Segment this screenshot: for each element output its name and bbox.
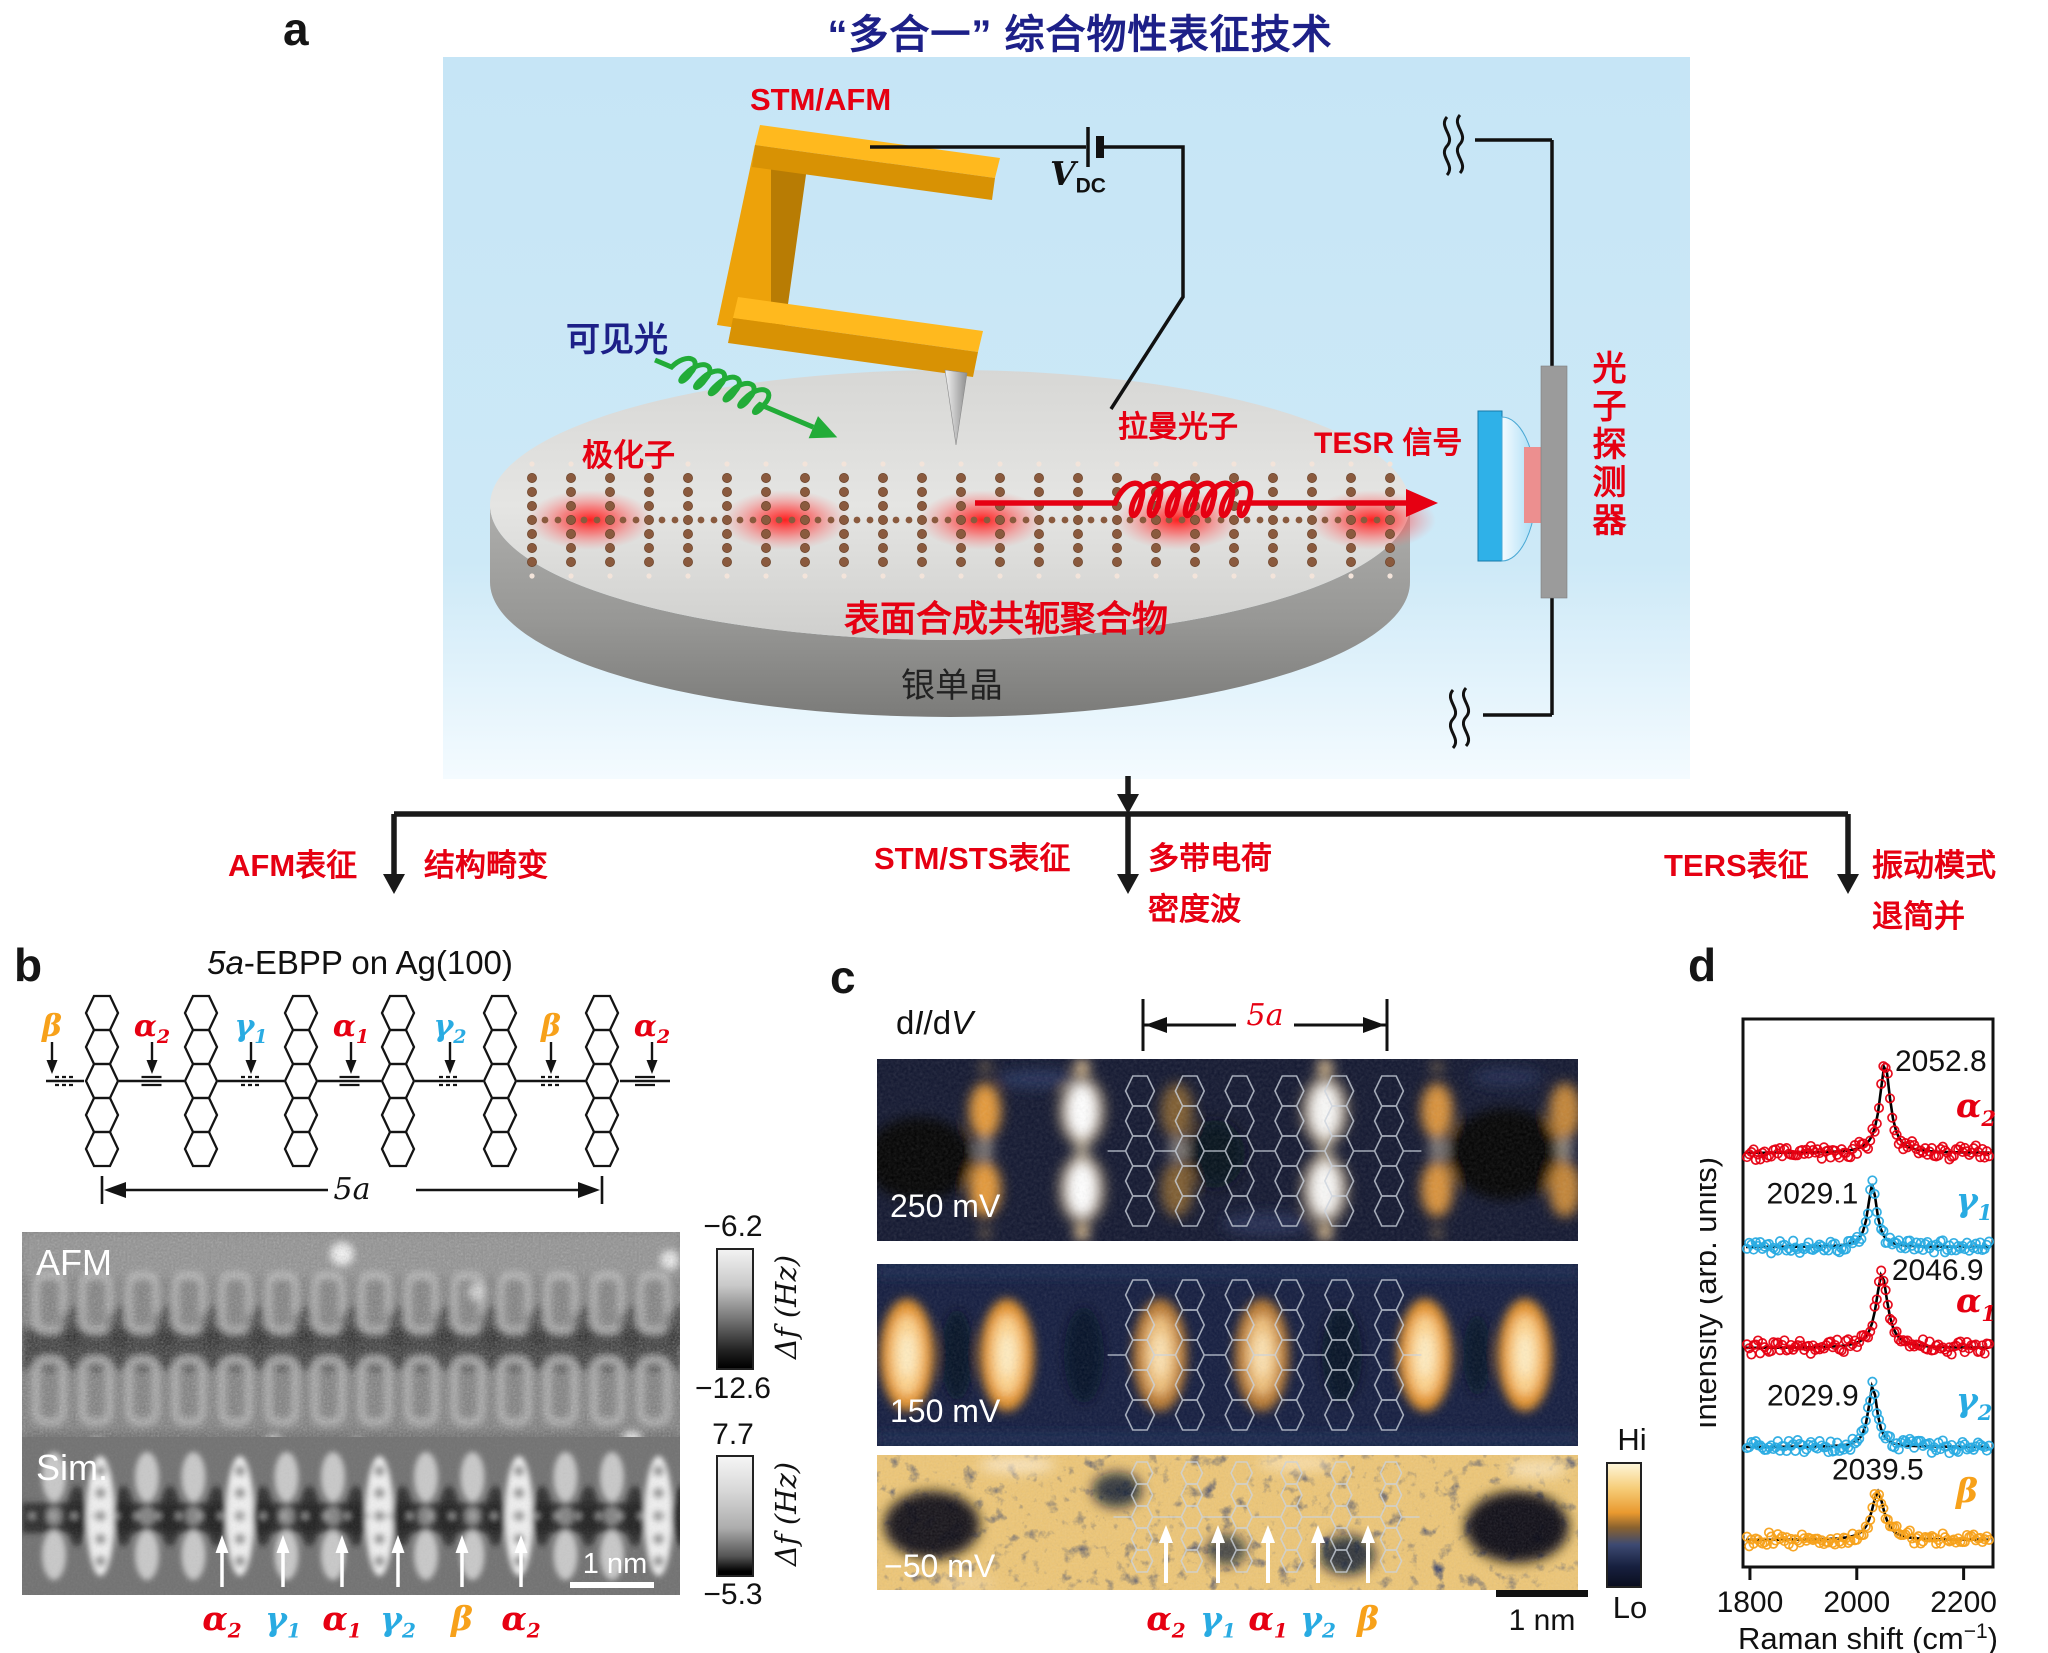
svg-text:α2: α2 xyxy=(1956,1086,1996,1131)
mode-b-alpha2-1: α2 xyxy=(202,1599,242,1643)
tesr-signal-label: TESR 信号 xyxy=(1314,427,1463,460)
colorbar-hi: Hi xyxy=(1617,1422,1647,1457)
svg-text:γ2: γ2 xyxy=(1956,1380,1992,1425)
svg-text:2046.9: 2046.9 xyxy=(1892,1254,1984,1287)
mode-b-gamma1: γ1 xyxy=(265,1599,301,1643)
svg-text:2029.9: 2029.9 xyxy=(1767,1379,1859,1412)
visible-light-label: 可见光 xyxy=(566,321,668,359)
flow-result-ters-2: 退简并 xyxy=(1872,899,1965,934)
bond-label-alpha1: α1 xyxy=(332,1009,370,1048)
afm-colorbar xyxy=(716,1248,754,1370)
sts-map-150mv xyxy=(877,1264,1578,1446)
unit-cell-span-b: 5a xyxy=(333,1172,371,1207)
flow-arrows xyxy=(383,776,1859,894)
sim-colorbar-min: −5.3 xyxy=(703,1578,763,1611)
chemical-structure xyxy=(46,994,670,1204)
flow-method-ters: TERS表征 xyxy=(1664,848,1809,883)
afm-colorbar-unit: Δf (Hz) xyxy=(769,1254,803,1360)
panel-d-label: d xyxy=(1688,939,1717,991)
svg-text:2000: 2000 xyxy=(1823,1586,1890,1619)
didv-label: dI/dV xyxy=(896,1004,974,1041)
svg-text:2052.8: 2052.8 xyxy=(1895,1045,1987,1078)
bond-label-beta-1: β xyxy=(42,1009,62,1044)
flow-result-afm: 结构畸变 xyxy=(424,848,548,883)
afm-image-label: AFM xyxy=(36,1242,112,1283)
panel-a-label: a xyxy=(283,3,309,55)
svg-text:1800: 1800 xyxy=(1717,1586,1784,1619)
mode-b-gamma2: γ2 xyxy=(380,1599,416,1643)
sim-colorbar xyxy=(716,1455,754,1577)
sim-image-label: Sim. xyxy=(36,1447,108,1488)
svg-text:γ1: γ1 xyxy=(1956,1180,1992,1225)
mode-b-beta: β xyxy=(451,1599,473,1638)
scalebar-b-label: 1 nm xyxy=(582,1548,648,1580)
afm-image xyxy=(22,1232,680,1465)
flow-method-sts: STM/STS表征 xyxy=(874,841,1071,876)
bond-label-alpha2-1: α2 xyxy=(133,1009,171,1048)
bias-150mv: 150 mV xyxy=(890,1393,1001,1429)
sts-map-neg50mv xyxy=(877,1455,1578,1590)
polaron-label: 极化子 xyxy=(582,438,675,473)
bond-label-beta-2: β xyxy=(541,1009,561,1044)
sts-map-250mv xyxy=(877,1059,1578,1241)
mode-c-gamma2: γ2 xyxy=(1300,1599,1336,1643)
svg-text:Intensity (arb. units): Intensity (arb. units) xyxy=(1700,1157,1723,1429)
svg-text:Raman shift (cm−1): Raman shift (cm−1) xyxy=(1738,1620,1998,1653)
scalebar-b xyxy=(570,1582,654,1588)
bond-label-alpha2-2: α2 xyxy=(633,1009,671,1048)
sim-colorbar-max: 7.7 xyxy=(712,1418,754,1451)
flow-result-sts-1: 多带电荷 xyxy=(1148,841,1272,876)
scalebar-c-label: 1 nm xyxy=(1508,1604,1576,1637)
mode-c-beta: β xyxy=(1357,1599,1379,1638)
panel-c-label: c xyxy=(830,951,856,1003)
afm-colorbar-min: −12.6 xyxy=(695,1372,771,1405)
mode-b-alpha2-2: α2 xyxy=(501,1599,541,1643)
substrate-label: 银单晶 xyxy=(901,667,1003,705)
polymer-label: 表面合成共轭聚合物 xyxy=(843,598,1168,639)
panel-b-title: 5a-EBPP on Ag(100) xyxy=(207,944,513,981)
sim-image xyxy=(22,1437,680,1595)
svg-text:α1: α1 xyxy=(1956,1281,1996,1326)
bond-label-gamma2: γ2 xyxy=(433,1009,467,1048)
panel-b-label: b xyxy=(14,939,43,991)
mode-c-gamma1: γ1 xyxy=(1200,1599,1236,1643)
mode-b-alpha1: α1 xyxy=(322,1599,362,1643)
vdc-label: VDC xyxy=(1050,154,1106,198)
svg-text:β: β xyxy=(1954,1471,1978,1510)
sim-colorbar-unit: Δf (Hz) xyxy=(769,1461,803,1567)
photon-detector-label: 光子探测器 xyxy=(1587,350,1625,540)
raman-photon-label: 拉曼光子 xyxy=(1118,411,1238,444)
svg-text:2200: 2200 xyxy=(1930,1586,1997,1619)
bias-neg50mv: −50 mV xyxy=(884,1548,996,1584)
figure-title: “多合一” 综合物性表征技术 xyxy=(827,13,1333,57)
flow-result-sts-2: 密度波 xyxy=(1148,892,1241,927)
sts-colorbar xyxy=(1606,1462,1642,1588)
mode-c-alpha2: α2 xyxy=(1146,1599,1186,1643)
flow-result-ters-1: 振动模式 xyxy=(1872,848,1996,883)
flow-method-afm: AFM表征 xyxy=(228,848,358,883)
afm-colorbar-max: −6.2 xyxy=(703,1210,763,1243)
mode-c-alpha1: α1 xyxy=(1248,1599,1288,1643)
unit-cell-span-c: 5a xyxy=(1246,998,1284,1033)
colorbar-lo: Lo xyxy=(1612,1590,1648,1625)
svg-text:2039.5: 2039.5 xyxy=(1832,1454,1924,1487)
bias-250mv: 250 mV xyxy=(890,1188,1001,1224)
unit-cell-span-c-arrow xyxy=(1141,999,1389,1051)
bond-label-gamma1: γ1 xyxy=(234,1009,268,1048)
scalebar-c xyxy=(1496,1590,1588,1597)
svg-text:2029.1: 2029.1 xyxy=(1767,1178,1859,1211)
stm-afm-label: STM/AFM xyxy=(750,82,892,117)
schematic-scene xyxy=(443,57,1690,779)
